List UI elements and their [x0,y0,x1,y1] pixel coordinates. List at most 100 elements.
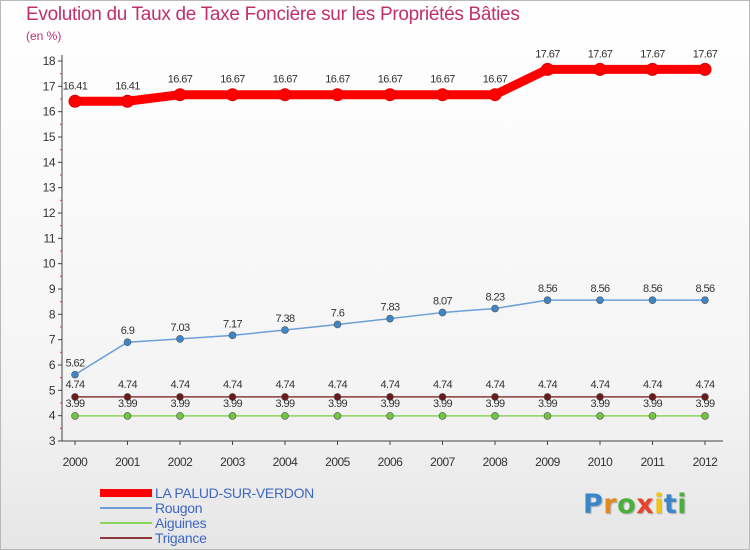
data-label: 8.56 [643,283,662,295]
legend-item: Rougon [100,500,360,516]
data-label: 16.67 [220,74,245,86]
data-label: 4.74 [590,379,609,391]
x-tick-label: 2010 [588,455,614,469]
data-point [701,296,709,304]
data-label: 8.56 [695,283,714,295]
data-point [176,412,184,420]
data-label: 4.74 [695,379,714,391]
y-tick-label: 16 [43,105,56,119]
data-point [71,412,79,420]
legend-swatch [100,537,152,539]
data-point [596,412,604,420]
data-point [543,296,552,304]
data-point [333,320,342,329]
y-tick-label: 14 [43,155,56,169]
data-point [228,393,237,401]
x-tick-label: 2012 [693,455,719,469]
data-label: 16.67 [273,74,298,86]
data-point [543,412,552,420]
data-point [438,308,447,317]
y-tick-label: 4 [49,409,56,423]
data-label: 16.67 [483,74,508,86]
data-point [543,393,552,401]
y-tick-label: 3 [49,434,56,448]
data-label: 3.99 [643,398,662,410]
x-tick-label: 2002 [168,455,194,469]
data-label: 17.67 [640,48,665,60]
y-tick-label: 18 [43,54,56,68]
data-label: 4.74 [118,379,137,391]
data-label: 16.67 [378,74,403,86]
data-point [123,412,132,420]
data-point [596,393,604,401]
data-label: 17.67 [693,48,718,60]
data-point [436,88,449,102]
data-label: 16.67 [430,74,455,86]
y-tick-label: 6 [49,358,56,372]
data-label: 3.99 [538,398,557,410]
data-label: 4.74 [275,379,294,391]
data-point [593,62,607,76]
data-point [333,393,342,401]
y-tick-label: 17 [43,79,56,93]
y-tick-label: 15 [43,130,56,144]
data-label: 4.74 [65,379,84,391]
legend-item: Trigance [100,530,360,546]
data-point [333,412,342,420]
data-label: 7.17 [223,318,242,330]
y-tick-label: 5 [49,383,56,397]
data-label: 16.41 [63,80,88,92]
legend-item: LA PALUD-SUR-VERDON [100,485,360,501]
legend-item: Aiguines [100,515,360,531]
legend-label: Aiguines [155,515,207,531]
data-point [176,335,184,343]
data-label: 8.56 [590,283,609,295]
data-point [698,62,712,76]
data-label: 6.9 [121,325,135,337]
data-point [386,412,394,420]
data-label: 3.99 [433,398,452,410]
data-point [123,393,132,401]
data-label: 16.67 [325,74,350,86]
data-point [386,393,394,401]
data-label: 3.99 [695,398,714,410]
data-label: 17.67 [588,48,613,60]
data-label: 8.56 [538,283,557,295]
data-point [646,62,659,76]
data-point [228,412,237,420]
legend-swatch [100,507,152,509]
x-tick-label: 2001 [115,455,141,469]
data-point [438,393,447,401]
data-point [701,393,709,401]
data-label: 16.41 [115,80,140,92]
data-point [281,412,289,420]
data-point [383,88,397,102]
chart-axes: 3 4 5 6 7 8 9 10 11 12 13 14 15 16 17 18 2000 2001 2002 200… [43,54,723,469]
data-point [228,331,237,340]
data-label: 4.74 [170,379,189,391]
x-tick-label: 2004 [273,455,299,469]
data-point [281,393,289,401]
x-tick-label: 2005 [325,455,351,469]
x-tick-label: 2009 [535,455,561,469]
data-point [648,412,657,420]
data-label: 3.99 [223,398,242,410]
data-label: 5.62 [65,358,84,370]
y-tick-label: 7 [49,333,56,347]
x-tick-label: 2003 [220,455,246,469]
data-label: 8.23 [485,292,504,304]
data-label: 3.99 [118,398,137,410]
data-label: 7.38 [275,313,294,325]
data-label: 3.99 [65,398,84,410]
legend-label: Rougon [155,500,203,516]
y-tick-label: 11 [44,231,56,245]
data-label: 4.74 [538,379,557,391]
data-point [176,393,184,401]
chart-data-labels: 3.99 3.99 3.99 3.99 3.99 3.99 3.99 3.99 3.99 3.99… [63,48,719,410]
y-tick-label: 12 [43,206,56,220]
data-point [331,88,344,102]
data-point [491,393,499,401]
data-point [491,304,499,313]
data-label: 3.99 [170,398,189,410]
